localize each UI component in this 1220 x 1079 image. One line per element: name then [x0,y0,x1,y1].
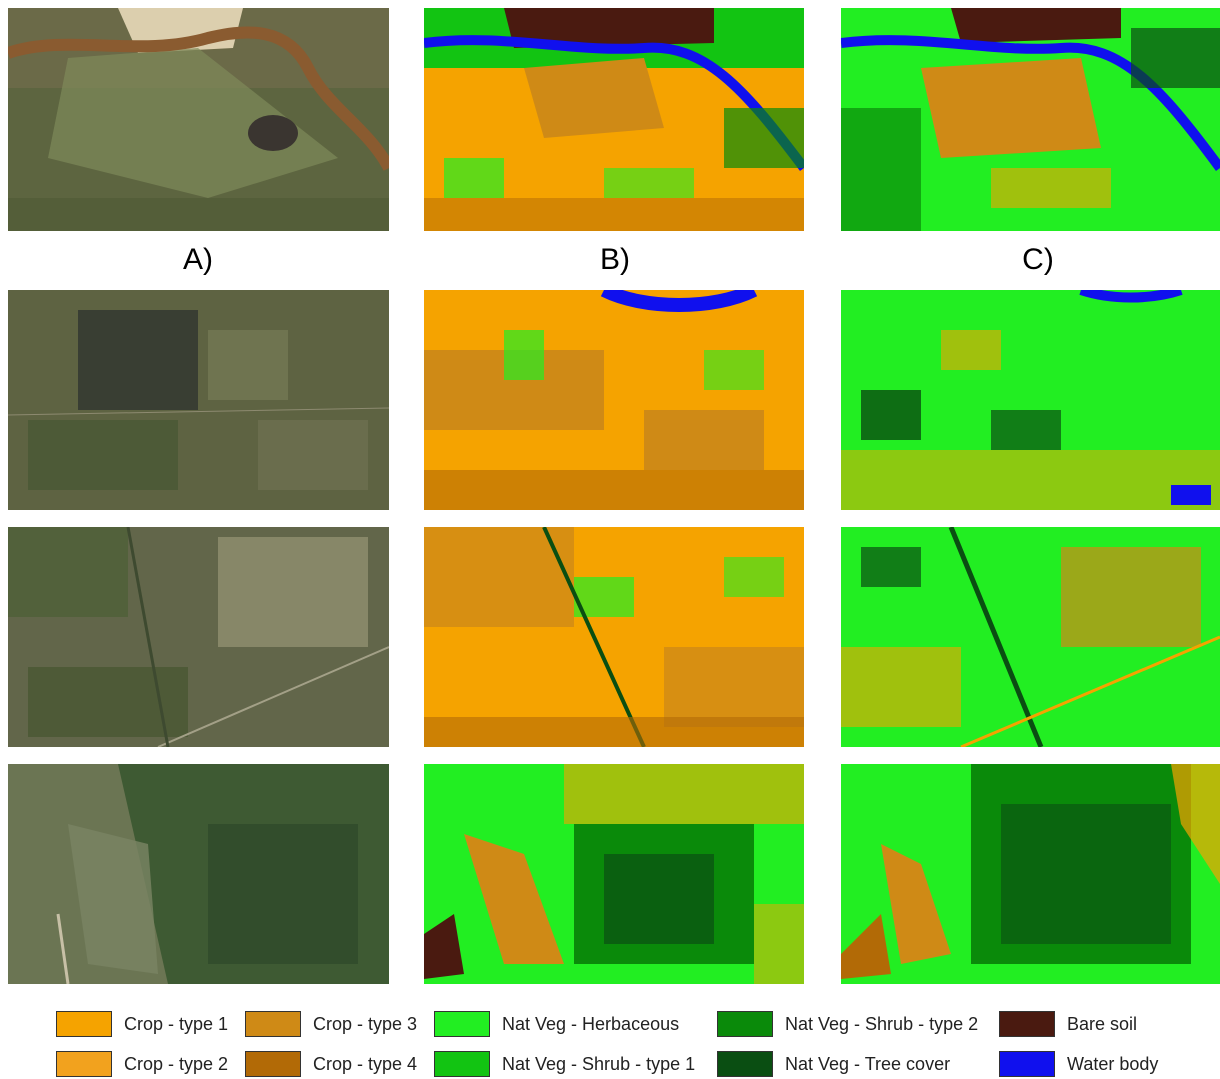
legend-item: Nat Veg - Shrub - type 1 [434,1049,695,1079]
satellite-image-row4 [8,764,389,984]
classification-map-c-row3 [841,527,1220,747]
column-label-c: C) [1022,243,1054,276]
legend-swatch [999,1011,1055,1037]
column-label-a: A) [183,243,213,276]
classification-map-c-row1 [841,8,1220,231]
legend-swatch [245,1011,301,1037]
classification-map-b-row3 [424,527,804,747]
legend-label: Crop - type 3 [313,1013,418,1034]
legend-label: Nat Veg - Shrub - type 2 [785,1013,979,1034]
classification-map-b-row4 [424,764,804,984]
legend-label: Nat Veg - Tree cover [785,1053,951,1074]
legend-item: Crop - type 2 [56,1049,228,1079]
legend-item: Nat Veg - Herbaceous [434,1009,679,1039]
legend-swatch [717,1011,773,1037]
legend-label: Bare soil [1067,1013,1138,1034]
legend-swatch [999,1051,1055,1077]
satellite-image-row3 [8,527,389,747]
column-label-b: B) [600,243,630,276]
legend-swatch [434,1051,490,1077]
legend-item: Nat Veg - Tree cover [717,1049,950,1079]
classification-map-b-row1 [424,8,804,231]
classification-map-c-row4 [841,764,1220,984]
legend-swatch [56,1011,112,1037]
legend-item: Nat Veg - Shrub - type 2 [717,1009,978,1039]
legend-label: Nat Veg - Shrub - type 1 [502,1053,696,1074]
legend-swatch [717,1051,773,1077]
legend-swatch [434,1011,490,1037]
legend-item: Crop - type 3 [245,1009,417,1039]
legend-label: Crop - type 4 [313,1053,418,1074]
classification-map-b-row2 [424,290,804,510]
legend-label: Crop - type 2 [124,1053,229,1074]
legend-label: Crop - type 1 [124,1013,229,1034]
legend-label: Nat Veg - Herbaceous [502,1013,680,1034]
legend-swatch [245,1051,301,1077]
legend-item: Water body [999,1049,1158,1079]
legend-label: Water body [1067,1053,1159,1074]
satellite-image-row1 [8,8,389,231]
classification-map-c-row2 [841,290,1220,510]
legend-swatch [56,1051,112,1077]
legend-item: Crop - type 1 [56,1009,228,1039]
legend-item: Crop - type 4 [245,1049,417,1079]
legend-item: Bare soil [999,1009,1137,1039]
satellite-image-row2 [8,290,389,510]
